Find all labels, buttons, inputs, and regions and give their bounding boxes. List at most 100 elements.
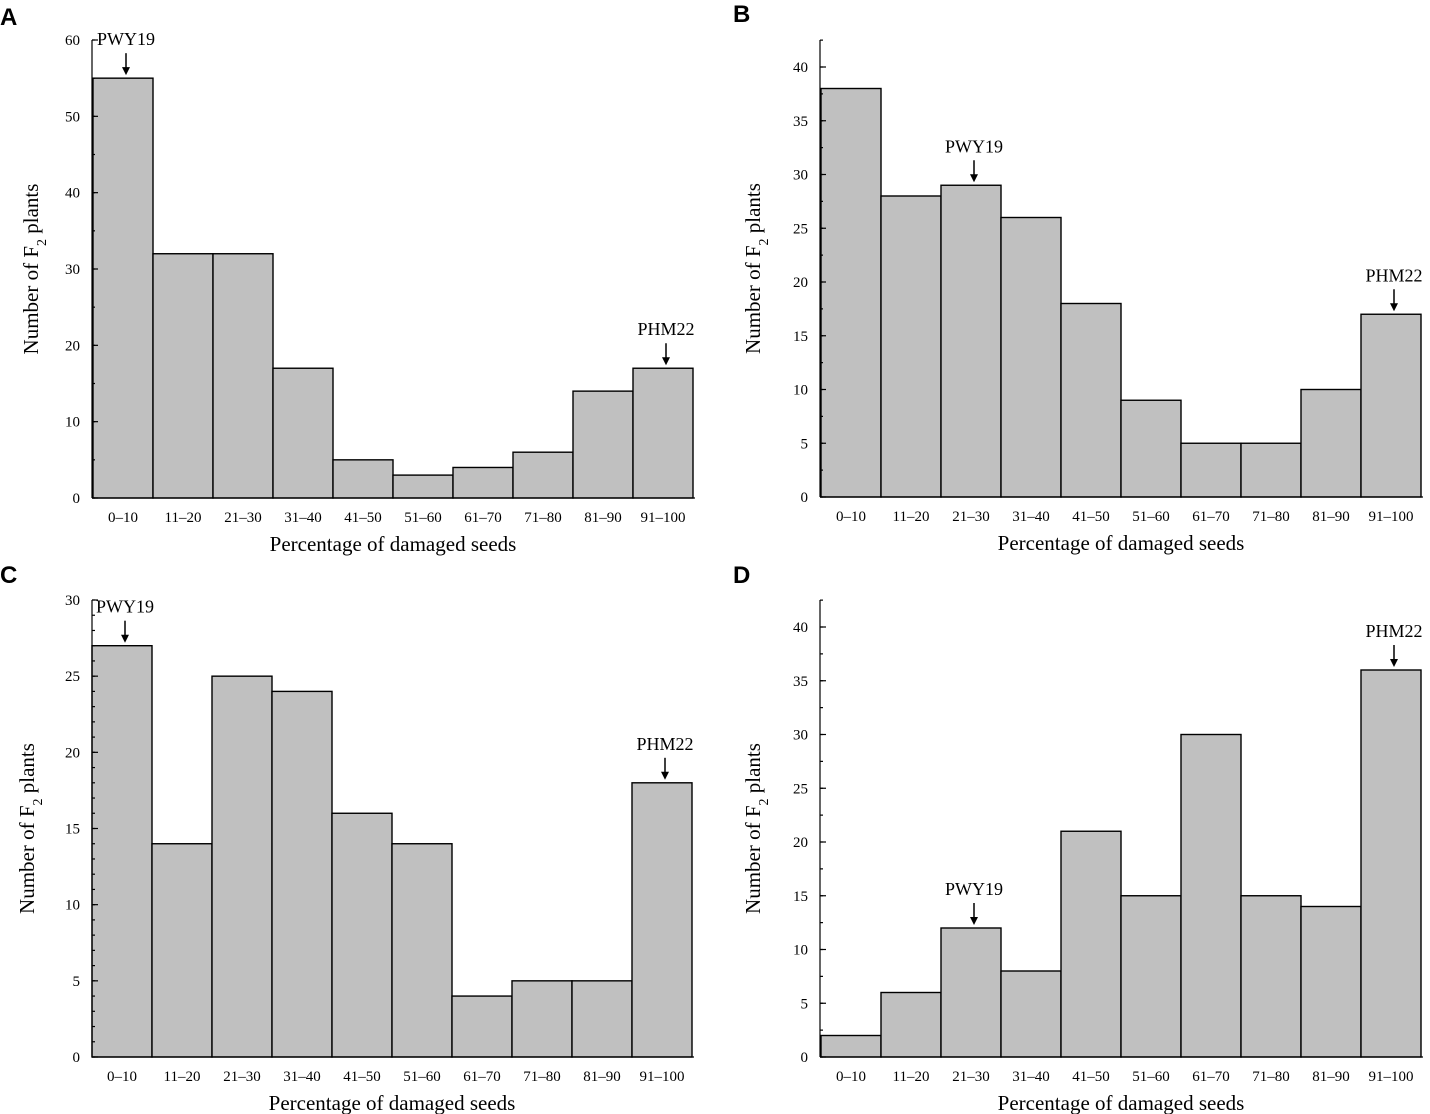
bar-a-2 (212, 253, 274, 499)
bar-a-7 (512, 451, 574, 499)
bar-c-3 (271, 690, 333, 1058)
x-axis-title: Percentage of damaged seeds (269, 1091, 516, 1114)
y-tick-label: 40 (65, 186, 80, 202)
bar-b-1 (880, 195, 942, 498)
bar-a-5 (392, 474, 454, 499)
annotation-arrow-icon (121, 634, 129, 643)
bar-d-2 (940, 927, 1002, 1058)
y-tick-label: 5 (73, 974, 81, 990)
y-tick-label: 15 (65, 822, 80, 838)
y-tick-label: 25 (793, 781, 808, 797)
y-tick-label: 10 (793, 383, 808, 399)
y-tick-label: 10 (65, 415, 80, 431)
x-tick-label: 41–50 (343, 1069, 381, 1085)
x-tick-label: 0–10 (108, 510, 138, 526)
y-tick-label: 30 (65, 593, 80, 609)
y-tick-label: 0 (801, 490, 809, 506)
x-tick-label: 51–60 (404, 510, 442, 526)
panel-b: B 0 5 10 15 20 25 30 35 40 0–10 11–20 21–30 31–40 41–5… (733, 1, 1423, 555)
y-tick-label: 20 (793, 275, 808, 291)
annotation-arrow-icon (1390, 303, 1398, 312)
bar-c-7 (511, 980, 573, 1058)
bar-b-6 (1180, 442, 1242, 498)
bar-b-5 (1120, 399, 1182, 498)
x-tick-label: 91–100 (1369, 1069, 1414, 1085)
x-tick-label: 71–80 (524, 510, 562, 526)
bar-c-1 (151, 843, 213, 1058)
y-tick-label: 20 (65, 745, 80, 761)
bar-b-9 (1360, 313, 1422, 498)
y-tick-label: 50 (65, 109, 80, 125)
x-tick-label: 21–30 (224, 510, 262, 526)
bar-a-6 (452, 466, 514, 499)
y-tick-label: 35 (793, 114, 808, 130)
x-tick-label: 81–90 (1312, 509, 1350, 525)
y-tick-label: 5 (801, 996, 809, 1012)
y-tick-label: 40 (793, 60, 808, 76)
y-tick-label: 30 (65, 262, 80, 278)
y-tick-label: 25 (793, 221, 808, 237)
annotation-label: PWY19 (945, 879, 1003, 899)
y-tick-label: 15 (793, 889, 808, 905)
annotation-arrow-icon (122, 67, 130, 76)
x-axis-title: Percentage of damaged seeds (998, 531, 1245, 555)
x-tick-label: 11–20 (893, 509, 930, 525)
bar-b-8 (1300, 388, 1362, 498)
annotation-arrow-icon (970, 174, 978, 183)
bar-a-8 (572, 390, 634, 499)
x-tick-label: 51–60 (1132, 509, 1170, 525)
annotation-label: PWY19 (96, 597, 154, 617)
bar-a-9 (632, 367, 694, 499)
y-tick-label: 60 (65, 33, 80, 49)
annotation-arrow-icon (1390, 659, 1398, 667)
x-tick-label: 61–70 (1192, 509, 1230, 525)
annotation-arrow-icon (662, 357, 670, 366)
bar-a-0 (92, 77, 154, 499)
bar-c-8 (571, 980, 633, 1058)
annotation-label: PHM22 (1365, 265, 1422, 285)
y-tick-label: 20 (793, 835, 808, 851)
x-tick-label: 21–30 (952, 509, 990, 525)
bar-a-3 (272, 367, 334, 499)
annotation-label: PHM22 (637, 319, 694, 339)
bar-c-6 (451, 995, 513, 1058)
annotation-label: PHM22 (1365, 621, 1422, 641)
x-tick-label: 31–40 (283, 1069, 321, 1085)
x-tick-label: 31–40 (1012, 1069, 1050, 1085)
x-tick-label: 41–50 (1072, 1069, 1110, 1085)
y-axis-title: Number of F2 plants (741, 743, 772, 914)
x-tick-label: 0–10 (836, 1069, 866, 1085)
bar-b-0 (820, 87, 882, 498)
bar-a-1 (152, 253, 214, 499)
annotation-arrow-icon (970, 917, 978, 925)
bar-a-4 (332, 459, 394, 499)
bar-b-4 (1060, 302, 1122, 498)
bar-d-1 (880, 991, 942, 1058)
x-tick-label: 41–50 (344, 510, 382, 526)
x-axis-title: Percentage of damaged seeds (998, 1091, 1245, 1114)
x-tick-label: 91–100 (641, 510, 686, 526)
x-tick-label: 61–70 (464, 510, 502, 526)
y-axis-title: Number of F2 plants (19, 184, 50, 355)
bar-d-0 (820, 1034, 882, 1058)
bar-d-3 (1000, 970, 1062, 1058)
bar-d-8 (1300, 905, 1362, 1058)
x-tick-label: 91–100 (640, 1069, 685, 1085)
panel-letter: D (733, 562, 750, 589)
y-tick-label: 0 (73, 491, 81, 507)
panel-a: A 0 10 20 30 40 50 60 0–10 11–20 21–30 31–40 41–50 51… (0, 4, 695, 556)
annotation-label: PHM22 (636, 734, 693, 754)
x-tick-label: 71–80 (1252, 1069, 1290, 1085)
y-tick-label: 25 (65, 669, 80, 685)
panel-d: D 0 5 10 15 20 25 30 35 40 0–10 11–20 21–30 31–40 41–5… (733, 562, 1423, 1114)
y-tick-label: 35 (793, 674, 808, 690)
bar-c-2 (211, 675, 273, 1058)
x-tick-label: 61–70 (463, 1069, 501, 1085)
y-tick-label: 40 (793, 620, 808, 636)
x-tick-label: 11–20 (164, 1069, 201, 1085)
panel-letter: B (733, 1, 750, 28)
y-axis-title: Number of F2 plants (15, 743, 46, 914)
x-tick-label: 31–40 (1012, 509, 1050, 525)
y-tick-label: 5 (801, 436, 809, 452)
bar-c-4 (331, 812, 393, 1058)
